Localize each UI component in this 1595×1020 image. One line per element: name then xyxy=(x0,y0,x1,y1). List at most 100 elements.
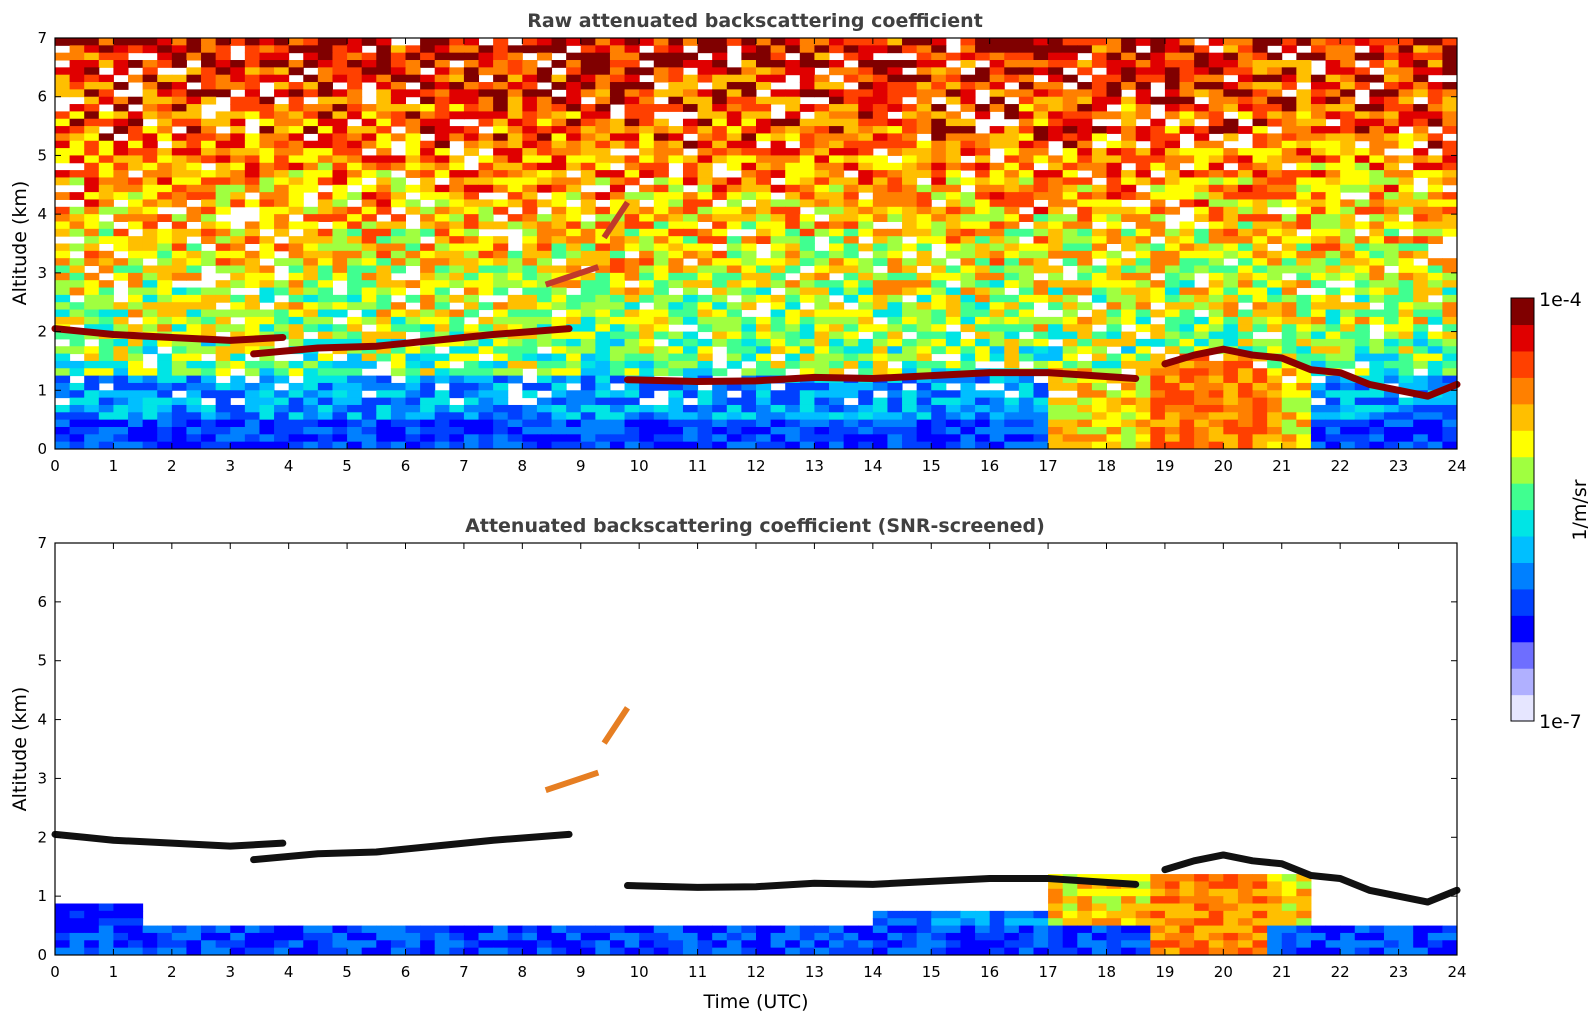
heatmap-cell xyxy=(1121,192,1137,200)
heatmap-cell xyxy=(376,309,392,318)
heatmap-cell xyxy=(201,89,217,98)
heatmap-cell xyxy=(522,60,538,68)
heatmap-cell xyxy=(128,155,144,164)
heatmap-cell xyxy=(69,148,85,156)
heatmap-cell xyxy=(770,162,786,171)
heatmap-cell xyxy=(916,419,932,428)
heatmap-cell xyxy=(960,280,976,289)
heatmap-cell xyxy=(303,250,319,259)
heatmap-cell xyxy=(887,214,903,222)
heatmap-cell xyxy=(493,133,509,142)
heatmap-cell xyxy=(595,67,611,76)
heatmap-cell xyxy=(770,258,786,267)
heatmap-cell xyxy=(829,236,845,244)
heatmap-cell xyxy=(1340,162,1356,171)
heatmap-cell xyxy=(1091,214,1107,222)
heatmap-cell xyxy=(522,170,538,178)
heatmap-cell xyxy=(1281,294,1297,303)
heatmap-cell xyxy=(624,192,640,200)
heatmap-cell xyxy=(1369,236,1385,244)
heatmap-cell xyxy=(244,368,260,377)
heatmap-cell xyxy=(1208,258,1224,267)
heatmap-cell xyxy=(887,192,903,200)
heatmap-cell xyxy=(1077,316,1093,325)
heatmap-cell xyxy=(843,426,859,435)
heatmap-cell xyxy=(1223,228,1239,237)
heatmap-cell xyxy=(1369,243,1385,252)
heatmap-cell xyxy=(463,397,480,406)
heatmap-cell xyxy=(989,228,1005,237)
heatmap-cell xyxy=(1252,280,1268,289)
heatmap-cell xyxy=(1106,272,1122,281)
heatmap-cell xyxy=(1296,309,1312,318)
heatmap-cell xyxy=(493,375,509,384)
heatmap-cell xyxy=(493,74,509,83)
heatmap-cell xyxy=(317,375,333,384)
heatmap-cell xyxy=(960,82,976,90)
heatmap-cell xyxy=(201,419,217,428)
heatmap-cell xyxy=(303,104,319,112)
heatmap-cell xyxy=(1296,331,1312,340)
heatmap-cell xyxy=(1121,214,1137,222)
heatmap-cell xyxy=(69,419,85,428)
heatmap-cell xyxy=(142,126,158,134)
heatmap-cell xyxy=(536,177,553,186)
heatmap-cell xyxy=(332,52,348,61)
heatmap-cell xyxy=(887,45,903,54)
heatmap-cell xyxy=(98,74,114,83)
heatmap-cell xyxy=(1223,192,1239,200)
heatmap-cell xyxy=(493,118,509,127)
heatmap-cell xyxy=(1150,881,1166,890)
heatmap-cell xyxy=(843,412,859,421)
heatmap-cell xyxy=(390,52,406,61)
heatmap-cell xyxy=(843,236,859,244)
heatmap-cell xyxy=(1427,331,1443,340)
heatmap-cell xyxy=(712,419,728,428)
heatmap-cell xyxy=(1004,111,1020,120)
heatmap-cell xyxy=(463,390,480,399)
heatmap-cell xyxy=(84,206,100,215)
heatmap-cell xyxy=(1383,331,1400,340)
heatmap-cell xyxy=(1150,324,1166,333)
heatmap-cell xyxy=(1442,126,1458,134)
heatmap-cell xyxy=(858,111,874,120)
heatmap-cell xyxy=(493,280,509,289)
heatmap-cell xyxy=(201,368,217,377)
heatmap-cell xyxy=(55,118,71,127)
heatmap-cell xyxy=(682,199,699,208)
heatmap-cell xyxy=(887,82,903,90)
heatmap-cell xyxy=(1077,250,1093,259)
heatmap-cell xyxy=(741,250,757,259)
heatmap-cell xyxy=(1062,316,1078,325)
heatmap-cell xyxy=(960,302,976,311)
heatmap-cell xyxy=(1252,52,1268,61)
heatmap-cell xyxy=(142,228,158,237)
heatmap-cell xyxy=(1252,184,1268,193)
heatmap-cell xyxy=(1135,360,1151,369)
heatmap-cell xyxy=(887,331,903,340)
heatmap-cell xyxy=(171,250,187,259)
heatmap-cell xyxy=(682,89,699,98)
heatmap-cell xyxy=(274,192,290,200)
heatmap-cell xyxy=(1427,346,1443,355)
heatmap-cell xyxy=(580,67,596,76)
heatmap-cell xyxy=(741,258,757,267)
heatmap-cell xyxy=(945,294,961,303)
heatmap-cell xyxy=(1062,89,1078,98)
heatmap-cell xyxy=(1208,170,1224,178)
heatmap-cell xyxy=(332,294,348,303)
heatmap-cell xyxy=(551,221,567,230)
heatmap-cell xyxy=(945,162,961,171)
heatmap-cell xyxy=(259,148,275,156)
heatmap-cell xyxy=(566,206,582,215)
heatmap-cell xyxy=(1164,155,1181,164)
heatmap-cell xyxy=(1121,316,1137,325)
heatmap-cell xyxy=(1077,302,1093,311)
heatmap-cell xyxy=(522,390,538,399)
heatmap-cell xyxy=(1427,412,1443,421)
heatmap-cell xyxy=(814,272,830,281)
heatmap-cell xyxy=(595,441,611,450)
heatmap-cell xyxy=(1296,896,1312,904)
heatmap-cell xyxy=(668,250,684,259)
heatmap-cell xyxy=(1413,67,1429,76)
